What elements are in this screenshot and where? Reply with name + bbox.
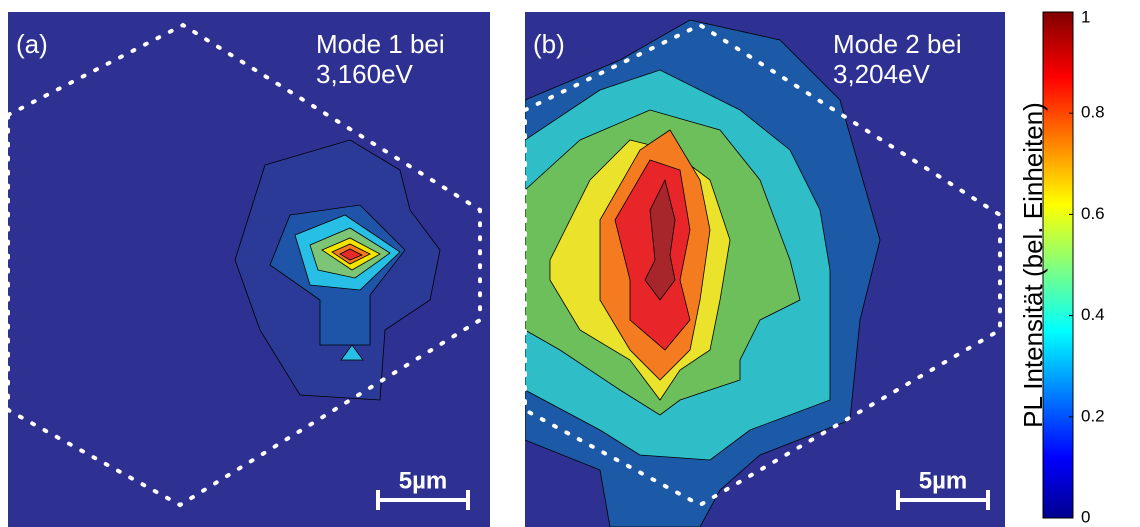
contour-level: [340, 344, 364, 361]
colorbar-tick-label: 0.8: [1081, 103, 1105, 122]
colorbar-tick-label: 1: [1081, 7, 1090, 26]
crystal-outline: [525, 22, 1002, 508]
panel-title: Mode 1 bei: [316, 29, 445, 59]
colorbar-tick-label: 0.4: [1081, 305, 1105, 324]
contour-level: [644, 178, 676, 301]
crystal-outline: [8, 22, 482, 508]
panel-title: Mode 2 bei: [833, 29, 962, 59]
contour-level: [339, 248, 363, 261]
scale-bar-label: 5µm: [399, 467, 448, 494]
panel-label: (b): [533, 29, 565, 59]
panel-title: 3,204eV: [833, 59, 931, 89]
panel-label: (a): [16, 29, 48, 59]
colorbar: 0 0.2 0.4 0.6 0.8 1 PL Intensität (bel. Einhei…: [1018, 7, 1105, 526]
colorbar-tick-label: 0: [1081, 507, 1090, 526]
scale-bar-label: 5µm: [919, 467, 968, 494]
colorbar-tick-label: 0.6: [1081, 204, 1105, 223]
panel-title: 3,160eV: [316, 59, 414, 89]
colorbar-tick-label: 0.2: [1081, 406, 1105, 425]
colorbar-gradient: [1042, 11, 1074, 519]
colorbar-label: PL Intensität (bel. Einheiten): [1018, 102, 1048, 428]
